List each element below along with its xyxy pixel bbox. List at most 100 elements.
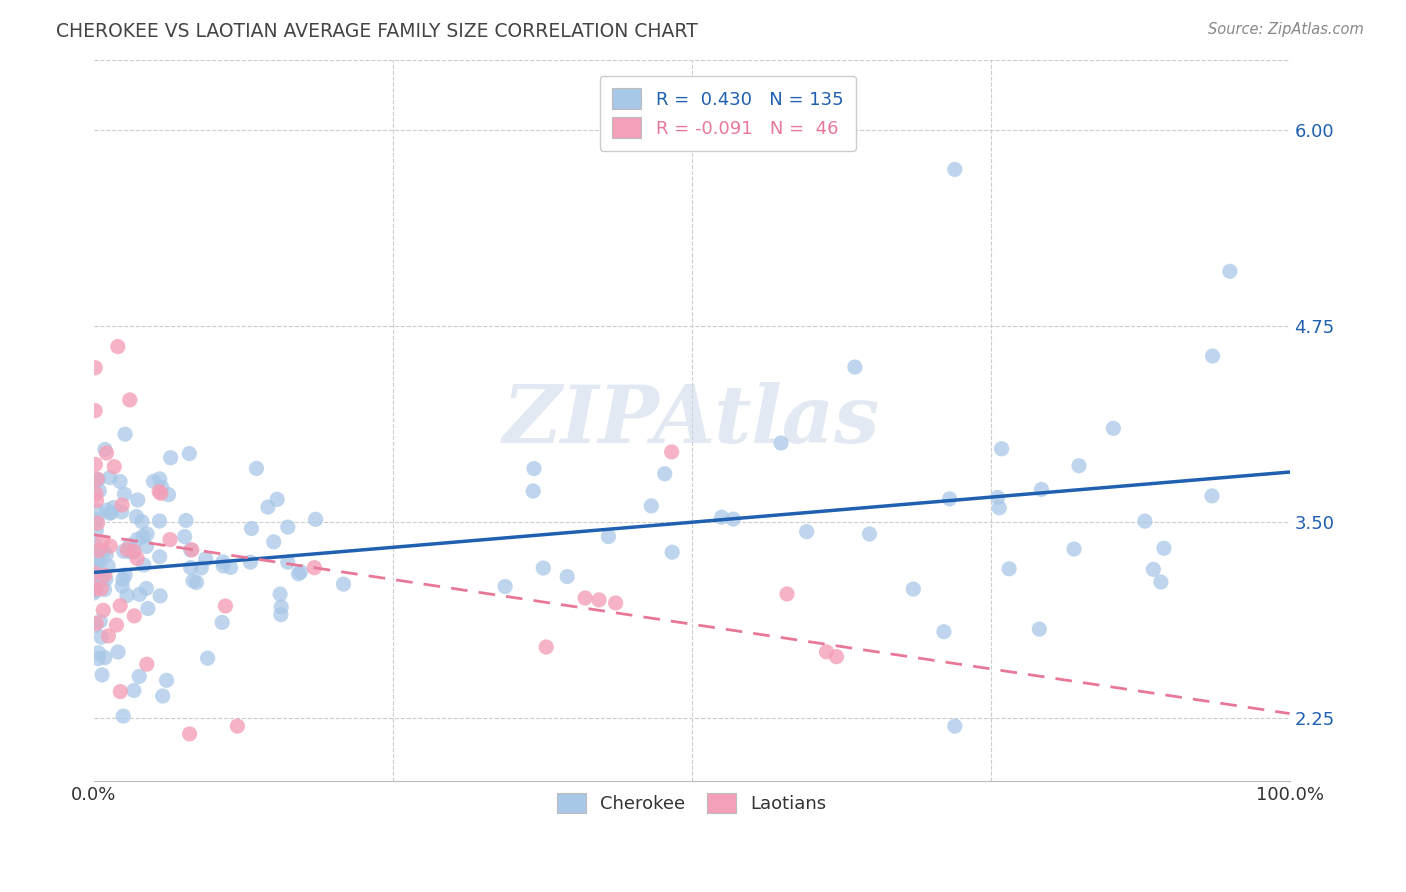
Point [1133,514,1156,528]
Point [86,503,108,517]
Point [112,709,135,723]
Point [270,599,292,614]
Point [111,579,134,593]
Point [107,340,129,354]
Point [84,583,107,598]
Point [83,558,105,573]
Point [89,555,111,569]
Point [103,459,125,474]
Point [769,436,792,450]
Point [263,534,285,549]
Point [180,542,202,557]
Point [149,589,172,603]
Point [96,503,118,517]
Point [94,442,117,457]
Point [181,574,204,588]
Point [84,486,107,500]
Point [304,512,326,526]
Point [100,505,122,519]
Point [84,474,107,488]
Point [115,588,138,602]
Point [118,392,141,407]
Point [84,403,107,417]
Point [122,545,145,559]
Point [142,475,165,489]
Point [150,480,173,494]
Point [212,558,235,573]
Point [990,442,1012,456]
Point [97,558,120,573]
Point [1142,562,1164,576]
Point [111,573,134,587]
Point [122,608,145,623]
Point [245,461,267,475]
Point [588,593,610,607]
Point [91,668,114,682]
Point [277,520,299,534]
Point [277,555,299,569]
Point [87,473,110,487]
Point [103,500,125,515]
Point [654,467,676,481]
Point [159,533,181,547]
Point [132,558,155,572]
Point [534,640,557,654]
Point [212,555,235,569]
Point [84,582,107,596]
Point [86,493,108,508]
Point [157,488,180,502]
Point [131,515,153,529]
Point [174,513,197,527]
Point [127,493,149,508]
Point [110,505,132,519]
Point [90,582,112,596]
Point [114,427,136,442]
Point [97,629,120,643]
Point [135,657,157,672]
Point [122,683,145,698]
Point [1201,349,1223,363]
Point [83,586,105,600]
Point [86,553,108,567]
Point [112,487,135,501]
Point [91,603,114,617]
Point [84,458,107,472]
Point [197,651,219,665]
Point [110,599,132,613]
Text: CHEROKEE VS LAOTIAN AVERAGE FAMILY SIZE CORRELATION CHART: CHEROKEE VS LAOTIAN AVERAGE FAMILY SIZE … [56,22,697,41]
Point [287,566,309,581]
Point [290,565,312,579]
Point [89,483,111,498]
Point [94,568,117,582]
Point [108,475,131,489]
Point [87,651,110,665]
Point [605,596,627,610]
Point [1067,458,1090,473]
Point [96,446,118,460]
Point [94,650,117,665]
Point [1153,541,1175,556]
Point [84,548,107,562]
Point [531,561,554,575]
Point [135,540,157,554]
Point [661,445,683,459]
Point [844,360,866,375]
Point [555,569,578,583]
Point [83,619,105,633]
Point [136,601,159,615]
Point [159,450,181,465]
Point [152,689,174,703]
Point [179,446,201,460]
Point [332,577,354,591]
Point [1031,483,1053,497]
Legend: Cherokee, Laotians: Cherokee, Laotians [544,780,839,826]
Point [112,544,135,558]
Point [96,548,118,562]
Point [118,544,141,558]
Point [86,512,108,526]
Point [93,582,115,597]
Point [226,719,249,733]
Point [90,630,112,644]
Point [1028,622,1050,636]
Point [186,575,208,590]
